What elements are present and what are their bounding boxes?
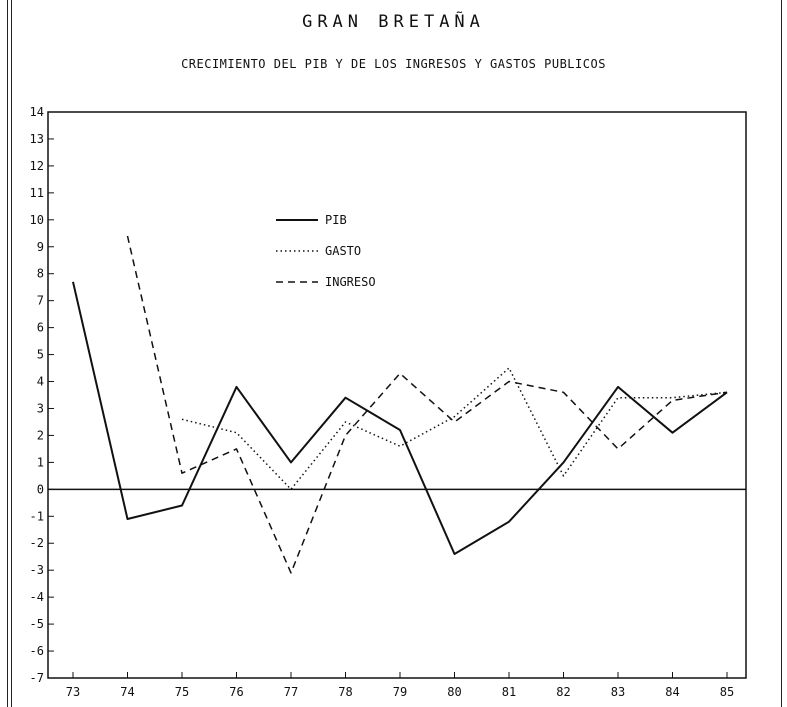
x-tick-label: 82	[556, 685, 570, 699]
legend: PIB GASTO INGRESO	[276, 213, 376, 289]
frame-right-edge	[781, 0, 782, 707]
y-tick-label: 14	[30, 105, 44, 119]
legend-label-gasto: GASTO	[325, 244, 361, 258]
x-tick-label: 81	[502, 685, 516, 699]
y-tick-label: 13	[30, 132, 44, 146]
x-tick-label: 80	[447, 685, 461, 699]
y-tick-label: 1	[37, 455, 44, 469]
x-axis: 73 74 75 76 77 78 79 80 81 82 83 84 85	[66, 672, 734, 699]
series-line-gasto	[181, 367, 728, 491]
y-tick-label: -5	[30, 617, 44, 631]
y-tick-label: -2	[30, 536, 44, 550]
x-tick-label: 78	[338, 685, 352, 699]
y-tick-label: 4	[37, 375, 44, 389]
y-tick-label: 6	[37, 321, 44, 335]
plot-area-border	[47, 111, 747, 679]
y-tick-label: 10	[30, 213, 44, 227]
frame-left-edge-inner	[11, 0, 12, 707]
x-tick-label: 83	[611, 685, 625, 699]
x-tick-label: 73	[66, 685, 80, 699]
x-tick-label: 85	[720, 685, 734, 699]
y-tick-label: 12	[30, 159, 44, 173]
frame-left-edge	[7, 0, 8, 707]
y-tick-label: 11	[30, 186, 44, 200]
y-tick-label: -4	[30, 590, 44, 604]
x-tick-label: 76	[229, 685, 243, 699]
y-tick-label: 8	[37, 267, 44, 281]
x-tick-label: 77	[284, 685, 298, 699]
y-tick-label: -6	[30, 644, 44, 658]
chart-subtitle: CRECIMIENTO DEL PIB Y DE LOS INGRESOS Y …	[181, 57, 606, 71]
y-tick-label: 9	[37, 240, 44, 254]
y-tick-label: 7	[37, 294, 44, 308]
y-tick-label: 0	[37, 482, 44, 496]
x-tick-label: 75	[175, 685, 189, 699]
series-line-ingreso	[126, 235, 728, 574]
y-tick-label: 2	[37, 428, 44, 442]
chart-title: GRAN BRETAÑA	[302, 12, 485, 32]
x-tick-label: 79	[393, 685, 407, 699]
y-tick-label: 5	[37, 348, 44, 362]
y-tick-label: -7	[30, 671, 44, 685]
series-layer	[72, 235, 728, 574]
legend-label-ingreso: INGRESO	[325, 275, 376, 289]
y-tick-label: 3	[37, 401, 44, 415]
y-tick-label: -1	[30, 509, 44, 523]
series-line-pib	[72, 281, 728, 555]
y-tick-label: -3	[30, 563, 44, 577]
x-tick-label: 74	[120, 685, 134, 699]
legend-label-pib: PIB	[325, 213, 347, 227]
x-tick-label: 84	[665, 685, 679, 699]
